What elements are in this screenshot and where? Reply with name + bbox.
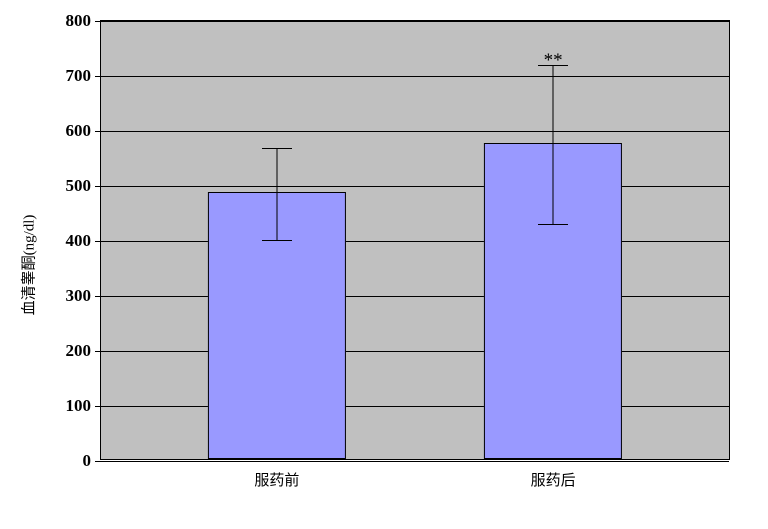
y-tick-label: 100	[66, 396, 92, 416]
chart-container: 血清睾酮(ng/dl) 0100200300400500600700800服药前…	[0, 0, 768, 529]
gridline	[101, 461, 729, 462]
x-category-label: 服药后	[531, 469, 576, 490]
y-tick-label: 800	[66, 11, 92, 31]
y-tick	[95, 21, 101, 22]
x-category-label: 服药前	[254, 469, 299, 490]
y-tick	[95, 406, 101, 407]
y-tick-label: 500	[66, 176, 92, 196]
y-tick	[95, 186, 101, 187]
y-tick	[95, 76, 101, 77]
y-tick-label: 300	[66, 286, 92, 306]
y-tick-label: 700	[66, 66, 92, 86]
y-tick	[95, 131, 101, 132]
gridline	[101, 131, 729, 132]
y-axis-label: 血清睾酮(ng/dl)	[18, 214, 39, 315]
gridline	[101, 406, 729, 407]
gridline	[101, 76, 729, 77]
y-tick	[95, 461, 101, 462]
gridline	[101, 296, 729, 297]
error-bar	[262, 148, 292, 242]
y-tick-label: 600	[66, 121, 92, 141]
significance-marker: **	[544, 50, 563, 72]
y-tick	[95, 241, 101, 242]
plot-outer: 0100200300400500600700800服药前服药后**	[100, 20, 730, 460]
gridline	[101, 186, 729, 187]
y-tick-label: 200	[66, 341, 92, 361]
y-tick-label: 400	[66, 231, 92, 251]
error-bar	[538, 65, 568, 225]
gridline	[101, 21, 729, 22]
y-tick	[95, 296, 101, 297]
plot-area: 0100200300400500600700800服药前服药后**	[100, 20, 730, 460]
gridline	[101, 241, 729, 242]
y-tick	[95, 351, 101, 352]
gridline	[101, 351, 729, 352]
y-tick-label: 0	[83, 451, 92, 471]
